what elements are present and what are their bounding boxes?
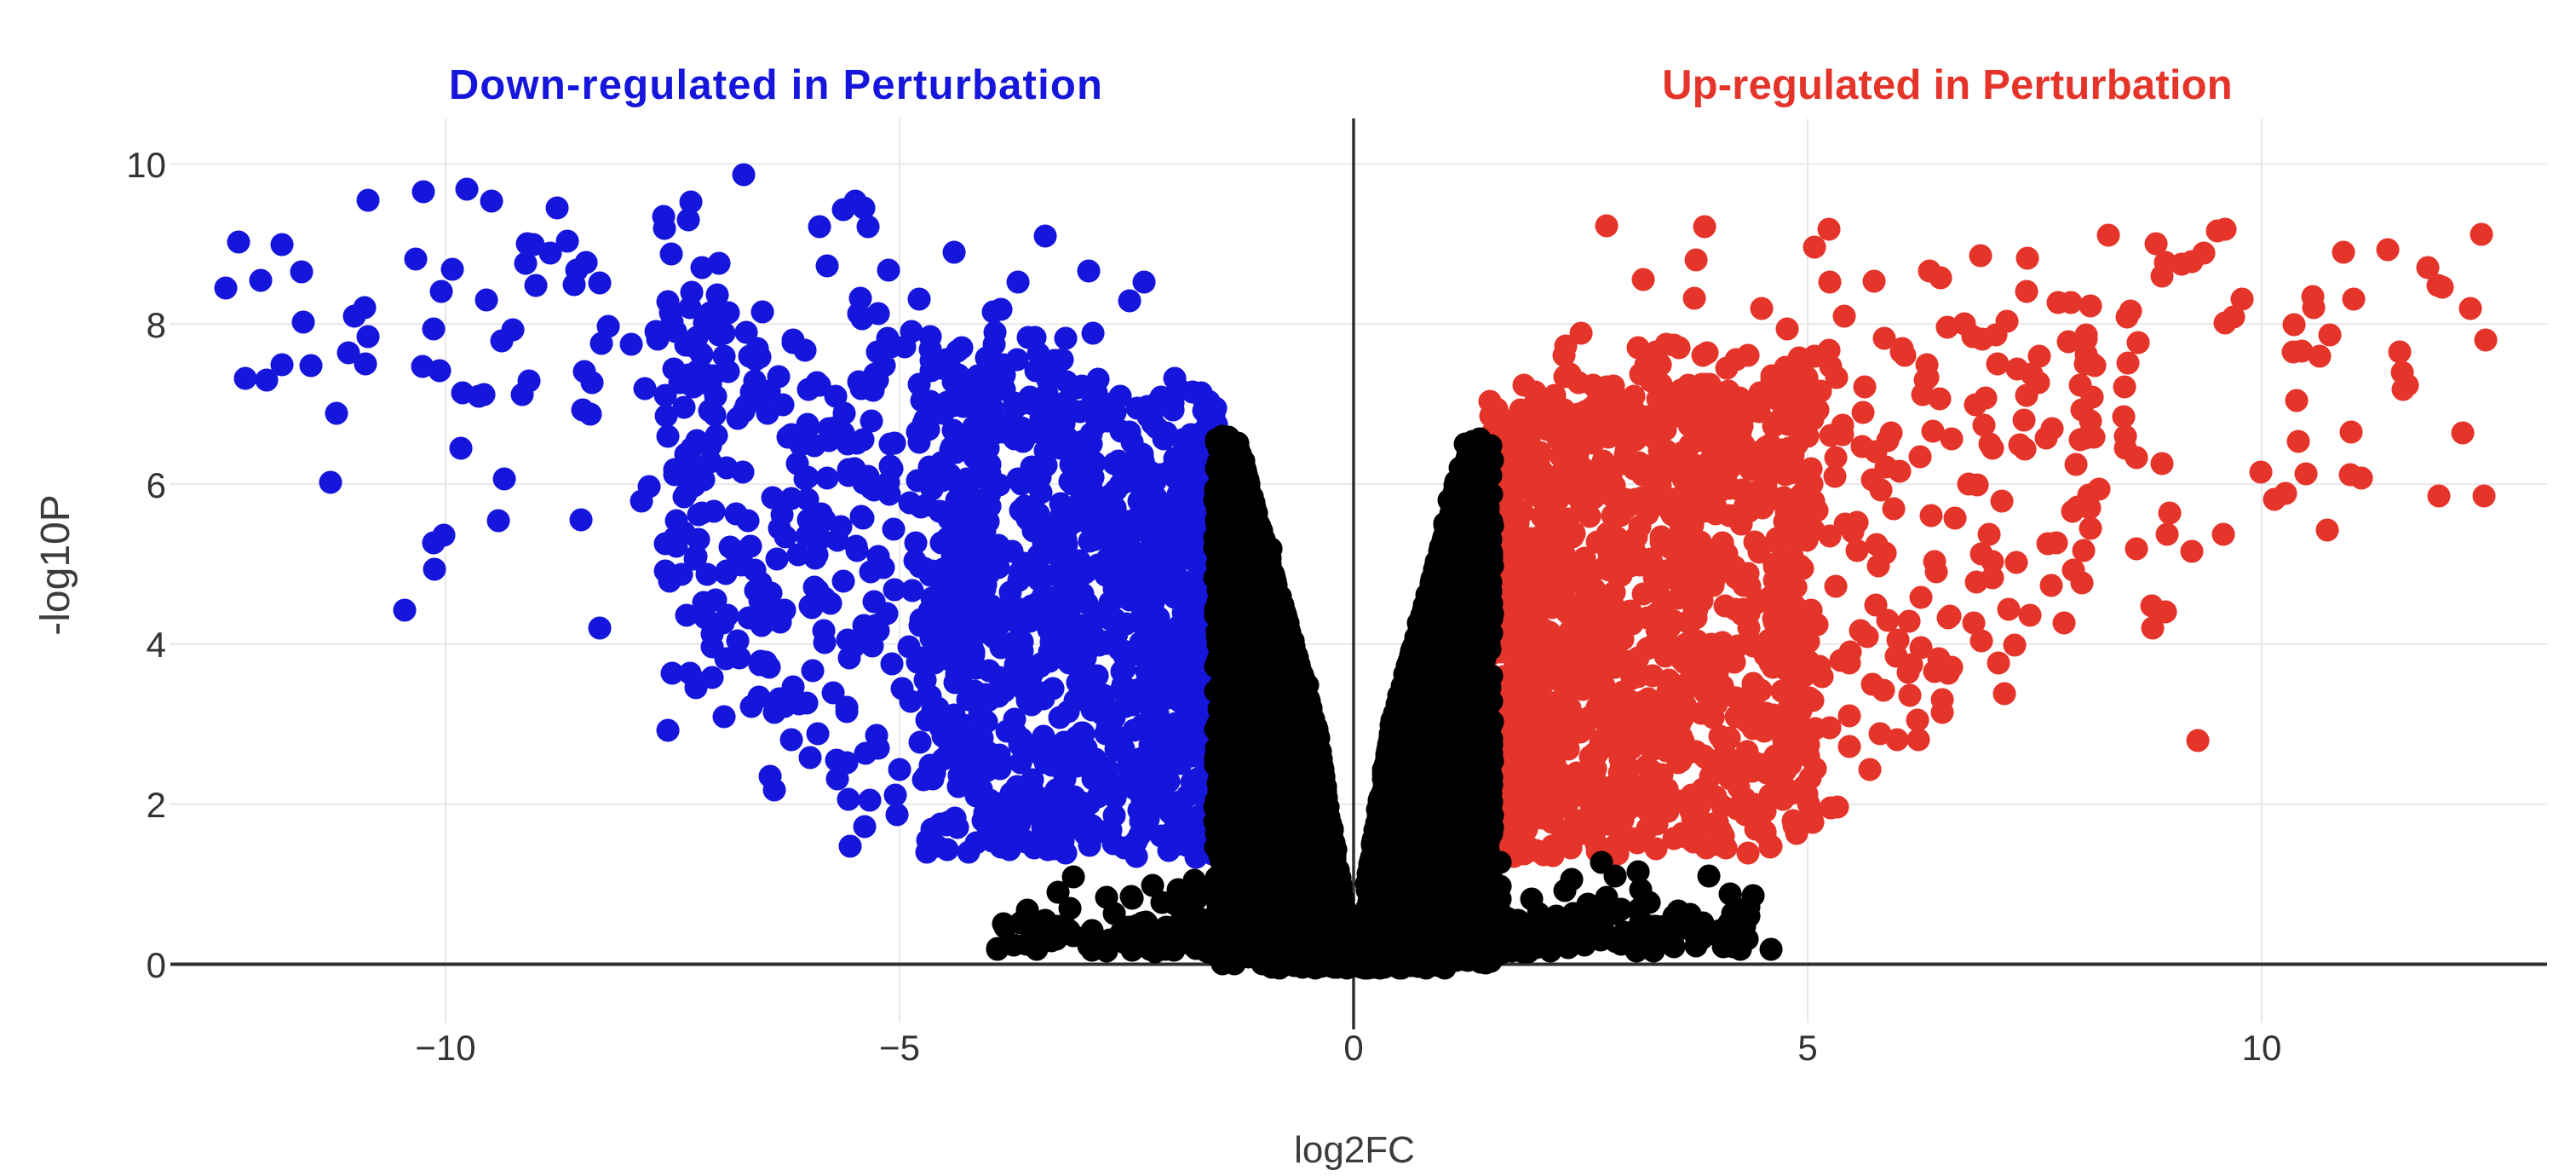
svg-text:Down-regulated in Perturbation: Down-regulated in Perturbation <box>449 62 1103 108</box>
svg-text:Up-regulated in Perturbation: Up-regulated in Perturbation <box>1662 62 2233 108</box>
svg-text:−10: −10 <box>415 1028 475 1068</box>
svg-text:10: 10 <box>2242 1028 2282 1068</box>
svg-text:-log10P: -log10P <box>33 494 78 635</box>
svg-text:5: 5 <box>1797 1028 1817 1068</box>
svg-text:4: 4 <box>147 625 166 665</box>
svg-text:0: 0 <box>147 945 166 985</box>
svg-text:−5: −5 <box>879 1028 920 1068</box>
svg-text:2: 2 <box>147 785 166 825</box>
svg-text:0: 0 <box>1343 1028 1363 1068</box>
svg-text:log2FC: log2FC <box>1294 1129 1415 1171</box>
svg-text:8: 8 <box>147 305 166 345</box>
svg-text:10: 10 <box>126 145 166 185</box>
svg-text:6: 6 <box>147 465 166 505</box>
